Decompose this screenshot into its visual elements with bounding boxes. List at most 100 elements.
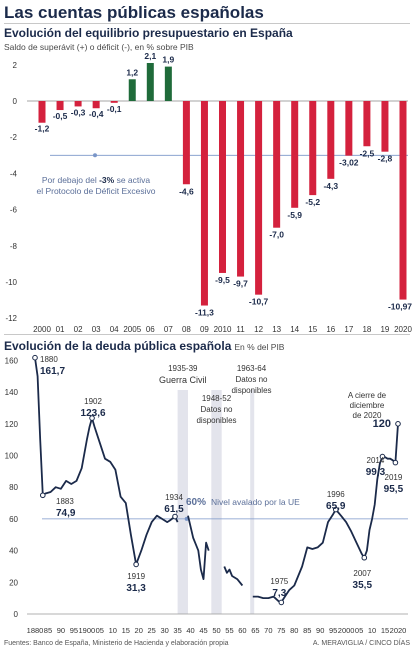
bar xyxy=(128,79,136,101)
x-tick-label: 2000 xyxy=(338,626,355,635)
x-tick-label: 19 xyxy=(380,325,389,334)
annotation-value-label: 35,5 xyxy=(353,580,373,591)
deficit-bar-chart: 2 0 -2 -4 -6 -8 -10 -12 Por debajo del -3% se ac… xyxy=(5,51,412,334)
annotation-year-label: 1883 xyxy=(56,497,74,506)
bar-value-label: -0,4 xyxy=(89,109,104,119)
annotation-year-label: 2007 xyxy=(353,569,371,578)
bar-value-label: -0,5 xyxy=(53,111,68,121)
bar xyxy=(345,101,353,156)
annotation-value-label: 61,5 xyxy=(164,504,184,515)
bar xyxy=(200,101,208,306)
band-label-desc: Datos no xyxy=(200,405,233,414)
threshold-label-pre: Por debajo del xyxy=(42,175,99,185)
debt-series-line xyxy=(187,515,210,580)
x-tick-label: 2020 xyxy=(390,626,407,635)
section-divider xyxy=(4,334,410,335)
debt-series-line xyxy=(252,423,399,604)
annotation-year-label: 2014 xyxy=(367,456,385,465)
annotation-marker xyxy=(379,453,386,460)
band-label-desc: Datos no xyxy=(235,375,268,384)
bar-value-label: -2,5 xyxy=(360,148,375,158)
annotation-marker xyxy=(278,599,285,606)
annotation-marker xyxy=(361,554,368,561)
annotation-year-label: 1934 xyxy=(165,493,183,502)
x-tick-label: 09 xyxy=(200,325,209,334)
bar xyxy=(92,101,100,109)
annotation-year-label: 1919 xyxy=(127,572,145,581)
bar-value-label: -9,5 xyxy=(215,275,230,285)
annotation-marker xyxy=(332,506,339,513)
bar xyxy=(237,101,245,277)
annotation-value-label: 7,3 xyxy=(272,588,286,599)
annotation-marker xyxy=(172,513,178,520)
x-tick-label: 17 xyxy=(344,325,353,334)
bar-value-label: -9,7 xyxy=(233,279,248,289)
bar xyxy=(363,101,371,147)
annotation-value-label: 123,6 xyxy=(81,408,106,419)
y-tick-label: 20 xyxy=(9,578,18,587)
bar-value-label: -0,1 xyxy=(107,104,122,114)
annotation-year-label: 2019 xyxy=(385,473,403,482)
bar-value-label: -2,8 xyxy=(378,154,393,164)
annotation-marker xyxy=(133,561,139,568)
band-label-period: 1935-39 xyxy=(168,364,198,373)
x-tick-label: 11 xyxy=(236,325,245,334)
threshold-label-value: -3% xyxy=(99,175,115,185)
x-tick-label: 75 xyxy=(277,626,285,635)
threshold-label-post: se activa xyxy=(114,175,150,185)
x-tick-label: 20 xyxy=(135,626,143,635)
x-tick-label: 12 xyxy=(254,325,263,334)
y-tick-label: -10 xyxy=(5,278,17,287)
bar-value-label: 1,9 xyxy=(162,55,174,65)
band-label-desc2: disponibles xyxy=(231,386,271,395)
bar xyxy=(399,101,407,300)
y-tick-label: 80 xyxy=(9,483,18,492)
threshold-label-value: 60% xyxy=(186,497,206,508)
annotation-year-label: A cierre de xyxy=(348,391,387,400)
bar-value-label: -5,2 xyxy=(305,197,320,207)
chart2-title-row: Evolución de la deuda pública española En… xyxy=(4,339,284,353)
x-tick-label: 30 xyxy=(160,626,168,635)
annotation-value-label: 161,7 xyxy=(40,366,65,377)
bar-value-label: -10,97 xyxy=(388,302,412,312)
bar xyxy=(291,101,299,208)
annotation-marker xyxy=(89,415,95,421)
bar-value-label: -0,3 xyxy=(71,107,86,117)
threshold-marker xyxy=(93,153,97,158)
y-tick-label: 60 xyxy=(9,515,18,524)
missing-data-band xyxy=(250,390,255,614)
bar xyxy=(309,101,317,196)
y-tick-label: 0 xyxy=(14,610,19,619)
x-tick-label: 06 xyxy=(146,325,155,334)
threshold-label-line2: el Protocolo de Déficit Excesivo xyxy=(36,186,155,196)
x-tick-label: 50 xyxy=(212,626,220,635)
bar xyxy=(110,101,118,103)
x-tick-label: 2000 xyxy=(33,325,51,334)
y-tick-label: 100 xyxy=(5,452,19,461)
bar xyxy=(381,101,389,152)
annotation-marker xyxy=(395,421,401,427)
x-tick-label: 80 xyxy=(290,626,298,635)
band-label-desc: Guerra Civil xyxy=(159,375,207,385)
x-tick-label: 70 xyxy=(264,626,272,635)
bar xyxy=(255,101,263,295)
x-tick-label: 90 xyxy=(57,626,65,635)
x-tick-label: 2010 xyxy=(214,325,232,334)
chart2-title: Evolución de la deuda pública española xyxy=(4,339,232,353)
bar xyxy=(327,101,335,179)
x-tick-label: 05 xyxy=(96,626,104,635)
bar xyxy=(146,62,154,101)
x-tick-label: 03 xyxy=(92,325,101,334)
y-tick-label: 160 xyxy=(5,356,19,365)
y-tick-label: 40 xyxy=(9,547,18,556)
annotation-value-label: 95,5 xyxy=(384,484,404,495)
x-tick-label: 01 xyxy=(56,325,65,334)
annotation-value-label: 74,9 xyxy=(56,508,76,519)
annotation-marker xyxy=(32,354,38,361)
x-tick-label: 55 xyxy=(225,626,233,635)
missing-data-band xyxy=(177,390,188,614)
annotation-year-label: 1880 xyxy=(40,355,58,364)
band-label-period: 1963-64 xyxy=(237,364,267,373)
x-tick-label: 60 xyxy=(238,626,246,635)
y-tick-label: 2 xyxy=(13,61,18,70)
